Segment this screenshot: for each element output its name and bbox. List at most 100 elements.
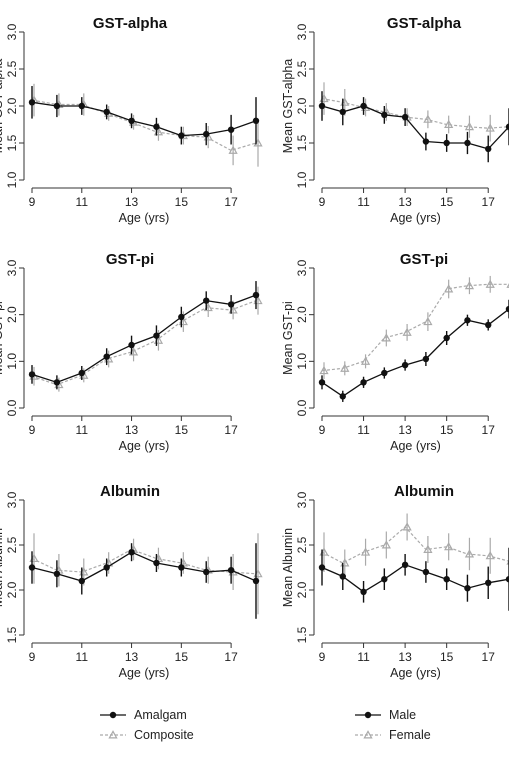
data-point bbox=[423, 544, 433, 553]
series-line bbox=[31, 294, 257, 384]
chart-panel-4: GST-pi 0.0 1.0 2.0 3.0 Mean GST-pi 9 11 13 15 17 Ag… bbox=[281, 251, 509, 453]
data-point bbox=[227, 301, 235, 308]
data-point bbox=[485, 321, 492, 329]
data-point bbox=[401, 113, 409, 121]
x-tick-label: 9 bbox=[29, 195, 36, 209]
legend-label: Amalgam bbox=[134, 708, 187, 722]
x-tick-label: 9 bbox=[319, 650, 326, 664]
data-point bbox=[402, 522, 412, 531]
y-tick-label: 0.0 bbox=[295, 399, 309, 416]
legend-bottom-right: Male Female bbox=[355, 708, 431, 742]
x-tick-label: 17 bbox=[482, 195, 496, 209]
data-point bbox=[444, 119, 454, 128]
data-point bbox=[485, 145, 492, 153]
x-axis-label: Age (yrs) bbox=[390, 211, 441, 225]
y-tick-label: 2.5 bbox=[5, 60, 19, 77]
x-tick-label: 13 bbox=[125, 650, 139, 664]
data-point bbox=[422, 355, 430, 363]
y-axis-label: Mean GST-pi bbox=[0, 301, 5, 375]
series-line bbox=[31, 548, 257, 575]
data-point bbox=[381, 111, 388, 119]
x-axis-label: Age (yrs) bbox=[119, 439, 170, 453]
data-point bbox=[252, 291, 260, 299]
data-point bbox=[505, 305, 509, 313]
series-male bbox=[318, 299, 509, 402]
x-tick-label: 11 bbox=[76, 650, 89, 664]
legend-marker bbox=[364, 711, 372, 719]
data-point bbox=[360, 588, 367, 595]
data-point bbox=[381, 540, 391, 549]
data-point bbox=[128, 117, 135, 125]
panel-title: GST-pi bbox=[106, 251, 154, 268]
data-point bbox=[178, 564, 185, 571]
chart-panel-1: GST-alpha 1.0 1.5 2.0 2.5 3.0 Mean GST-alpha 9 1… bbox=[0, 15, 263, 225]
x-tick-label: 13 bbox=[125, 195, 139, 209]
series-line bbox=[321, 105, 509, 150]
x-tick-label: 17 bbox=[482, 650, 496, 664]
data-point bbox=[360, 547, 371, 556]
x-tick-label: 9 bbox=[29, 423, 36, 437]
x-tick-label: 13 bbox=[398, 650, 412, 664]
series-line bbox=[321, 98, 509, 129]
series-line bbox=[31, 551, 257, 582]
x-tick-label: 13 bbox=[398, 195, 412, 209]
data-point bbox=[339, 573, 346, 580]
x-tick-label: 15 bbox=[440, 423, 454, 437]
panel-title: Albumin bbox=[394, 483, 454, 500]
data-point bbox=[401, 361, 409, 369]
y-axis-label: Mean GST-alpha bbox=[0, 59, 5, 154]
x-tick-label: 15 bbox=[175, 423, 189, 437]
y-tick-label: 3.0 bbox=[5, 491, 19, 508]
data-point bbox=[28, 564, 36, 571]
panel-title: GST-alpha bbox=[93, 15, 168, 32]
x-tick-label: 11 bbox=[357, 650, 370, 664]
series-female bbox=[319, 513, 509, 577]
y-axis-label: Mean Albumin bbox=[0, 528, 5, 607]
data-point bbox=[381, 333, 391, 342]
panel-title: GST-alpha bbox=[387, 15, 462, 32]
y-tick-label: 1.5 bbox=[295, 626, 309, 643]
y-axis-label: Mean GST-alpha bbox=[281, 59, 295, 154]
y-axis-label: Mean Albumin bbox=[281, 528, 295, 607]
x-axis-label: Age (yrs) bbox=[390, 666, 441, 680]
x-tick-label: 11 bbox=[76, 195, 89, 209]
legend-label: Female bbox=[389, 728, 431, 742]
data-point bbox=[360, 356, 371, 365]
data-point bbox=[360, 379, 367, 386]
data-point bbox=[485, 123, 495, 132]
x-tick-label: 9 bbox=[319, 423, 326, 437]
x-tick-label: 17 bbox=[482, 423, 496, 437]
series-line bbox=[321, 308, 509, 398]
legend-item: Female bbox=[355, 728, 431, 742]
data-point bbox=[227, 126, 235, 133]
data-point bbox=[28, 371, 36, 378]
data-point bbox=[203, 568, 210, 576]
y-tick-label: 2.0 bbox=[295, 97, 309, 114]
data-point bbox=[444, 284, 454, 293]
data-point bbox=[464, 139, 471, 147]
legend-marker bbox=[108, 730, 118, 739]
data-point bbox=[464, 317, 471, 324]
data-point bbox=[381, 369, 388, 377]
series-line bbox=[31, 99, 257, 152]
legend-item: Composite bbox=[100, 728, 194, 742]
x-axis-label: Age (yrs) bbox=[119, 666, 170, 680]
y-tick-label: 2.0 bbox=[5, 306, 19, 323]
series-line bbox=[31, 101, 257, 137]
x-tick-label: 11 bbox=[76, 423, 89, 437]
data-point bbox=[103, 108, 110, 116]
x-axis-label: Age (yrs) bbox=[390, 439, 441, 453]
y-tick-label: 2.5 bbox=[295, 60, 309, 77]
data-point bbox=[423, 114, 433, 123]
data-point bbox=[318, 379, 326, 386]
y-tick-label: 2.5 bbox=[5, 536, 19, 553]
data-point bbox=[318, 102, 326, 110]
data-point bbox=[401, 561, 409, 568]
y-tick-label: 1.0 bbox=[295, 353, 309, 370]
x-tick-label: 17 bbox=[224, 423, 238, 437]
legend-marker bbox=[109, 711, 117, 719]
data-point bbox=[339, 108, 346, 116]
y-tick-label: 2.0 bbox=[295, 306, 309, 323]
x-tick-label: 9 bbox=[29, 650, 36, 664]
